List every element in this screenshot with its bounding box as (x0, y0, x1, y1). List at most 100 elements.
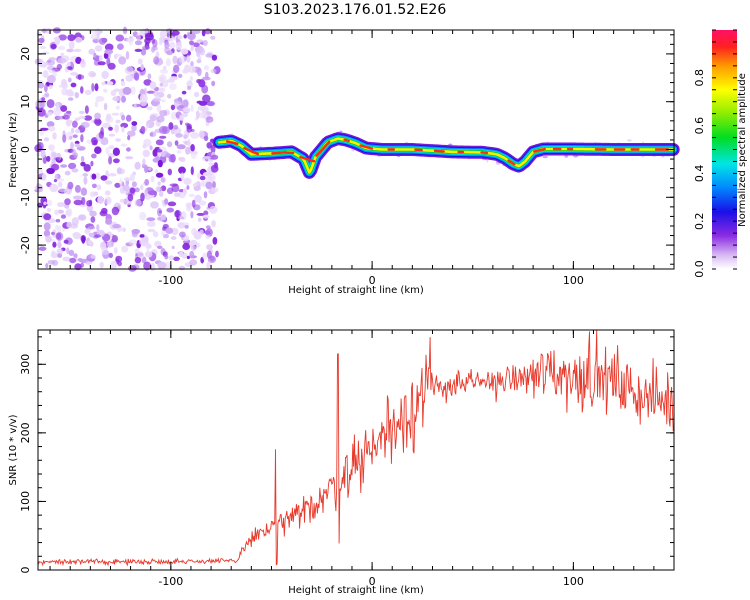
noise-speckle (159, 76, 165, 83)
noise-speckle (60, 52, 64, 57)
noise-speckle (52, 241, 57, 248)
noise-speckle (61, 82, 68, 89)
noise-speckle (97, 195, 104, 205)
noise-speckle (205, 181, 213, 190)
noise-speckle (129, 173, 135, 182)
noise-speckle (88, 70, 96, 78)
noise-speckle (162, 224, 169, 229)
noise-speckle (64, 67, 68, 73)
noise-speckle (167, 93, 172, 99)
ridge-core (343, 138, 350, 143)
noise-speckle (210, 144, 216, 154)
noise-speckle (139, 93, 148, 103)
noise-speckle (159, 68, 169, 74)
noise-speckle (120, 143, 128, 147)
noise-speckle (71, 168, 79, 173)
noise-speckle (49, 183, 59, 193)
noise-speckle (190, 104, 194, 113)
noise-speckle (178, 166, 186, 174)
noise-speckle (144, 178, 150, 186)
noise-speckle (177, 216, 185, 220)
noise-speckle (164, 254, 169, 260)
noise-speckle (91, 82, 95, 92)
noise-speckle (99, 261, 104, 269)
noise-speckle (46, 121, 55, 128)
ridge-halo (496, 162, 500, 166)
noise-speckle (209, 205, 218, 214)
y-tick-label: -20 (19, 236, 32, 254)
noise-speckle (164, 262, 172, 269)
noise-speckle (180, 222, 190, 226)
noise-speckle (182, 188, 187, 195)
noise-speckle (94, 83, 99, 92)
noise-speckle (152, 157, 160, 163)
noise-speckle (197, 217, 202, 222)
ridge-core (299, 155, 316, 163)
ridge-core (507, 159, 516, 166)
noise-speckle (203, 65, 210, 71)
noise-speckle (43, 137, 50, 142)
noise-speckle (55, 219, 61, 223)
noise-speckle (144, 32, 154, 41)
noise-speckle (210, 35, 216, 40)
noise-speckle (215, 250, 219, 258)
noise-speckle (152, 97, 162, 102)
noise-speckle (101, 250, 110, 255)
noise-speckle (169, 83, 177, 91)
noise-speckle (98, 131, 105, 139)
noise-speckle (101, 81, 106, 86)
noise-speckle (189, 75, 193, 82)
noise-speckle (210, 68, 217, 74)
noise-speckle (66, 221, 72, 228)
noise-speckle (147, 73, 152, 80)
noise-speckle (128, 239, 138, 246)
noise-speckle (157, 261, 167, 270)
noise-speckle (149, 81, 157, 90)
noise-speckle (80, 235, 87, 243)
y-tick-label: 200 (19, 422, 32, 443)
noise-speckle (63, 239, 69, 244)
noise-speckle (127, 135, 131, 141)
noise-speckle (125, 114, 132, 122)
noise-speckle (149, 145, 153, 151)
noise-speckle (83, 176, 88, 185)
noise-speckle (146, 220, 156, 227)
noise-speckle (108, 173, 117, 177)
noise-speckle (53, 107, 62, 117)
noise-speckle (80, 161, 86, 167)
noise-speckle (45, 235, 52, 243)
noise-speckle (57, 178, 64, 182)
noise-speckle (125, 156, 134, 160)
noise-speckle (185, 146, 191, 155)
noise-speckle (39, 101, 46, 108)
noise-speckle (150, 175, 155, 183)
noise-speckle (171, 227, 179, 236)
ridge-core (480, 151, 489, 155)
noise-speckle (74, 129, 81, 134)
noise-speckle (58, 34, 67, 41)
noise-speckle (85, 260, 92, 265)
noise-speckle (80, 155, 85, 163)
noise-speckle (57, 57, 67, 64)
noise-speckle (80, 121, 90, 128)
noise-speckle (64, 198, 71, 206)
noise-speckle (60, 164, 68, 168)
noise-speckle (178, 55, 187, 64)
noise-speckle (86, 200, 92, 207)
noise-speckle (171, 245, 175, 250)
noise-speckle (96, 224, 100, 232)
noise-speckle (183, 177, 192, 185)
snr-panel: -100 0 100 0 100 200 300 Height of straight li… (8, 329, 675, 596)
noise-speckle (71, 91, 75, 97)
noise-speckle (176, 144, 186, 150)
noise-speckle (96, 119, 102, 125)
noise-speckle (55, 232, 64, 241)
noise-speckle (169, 41, 176, 49)
noise-speckle (173, 64, 180, 74)
noise-speckle (157, 245, 163, 249)
snr-series-line (37, 329, 674, 567)
noise-speckle (146, 217, 156, 222)
noise-speckle (201, 84, 209, 94)
noise-speckle (155, 172, 164, 178)
noise-speckle (170, 104, 175, 111)
